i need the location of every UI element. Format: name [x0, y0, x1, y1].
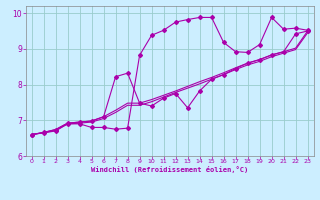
X-axis label: Windchill (Refroidissement éolien,°C): Windchill (Refroidissement éolien,°C) — [91, 166, 248, 173]
